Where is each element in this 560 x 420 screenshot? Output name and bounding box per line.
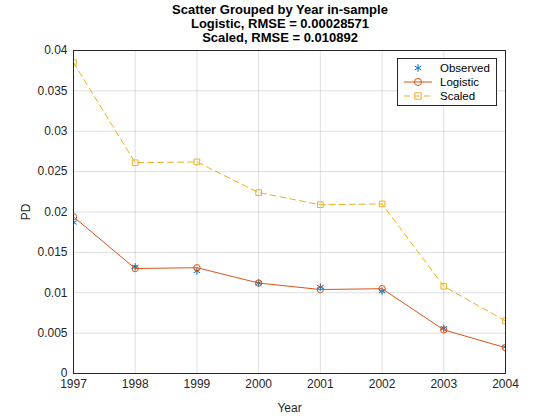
- svg-text:0.03: 0.03: [44, 124, 68, 138]
- svg-text:Year: Year: [277, 401, 301, 415]
- svg-text:2001: 2001: [307, 377, 334, 391]
- svg-text:0.02: 0.02: [44, 205, 68, 219]
- html-text:Scaled: Scaled: [440, 90, 476, 102]
- html-text:Scaled, RMSE = 0.010892: Scaled, RMSE = 0.010892: [202, 30, 358, 45]
- svg-text:1998: 1998: [122, 377, 149, 391]
- svg-text:0.005: 0.005: [37, 326, 67, 340]
- svg-text:2003: 2003: [430, 377, 457, 391]
- svg-text:1999: 1999: [184, 377, 211, 391]
- svg-text:0.035: 0.035: [37, 84, 67, 98]
- svg-text:0.01: 0.01: [44, 286, 68, 300]
- html-text:Scatter Grouped by Year in-sam: Scatter Grouped by Year in-sample: [172, 2, 388, 17]
- svg-text:0.015: 0.015: [37, 245, 67, 259]
- html-text:Logistic: Logistic: [440, 76, 479, 88]
- html-text:Logistic, RMSE = 0.00028571: Logistic, RMSE = 0.00028571: [190, 16, 370, 31]
- svg-text:2004: 2004: [492, 377, 519, 391]
- svg-text:0.025: 0.025: [37, 164, 67, 178]
- svg-text:1997: 1997: [60, 377, 87, 391]
- svg-text:2000: 2000: [245, 377, 272, 391]
- svg-text:0: 0: [60, 366, 68, 381]
- svg-text:0.04: 0.04: [44, 45, 68, 57]
- svg-text:PD: PD: [19, 203, 33, 220]
- html-text:Observed: Observed: [440, 62, 490, 74]
- svg-text:2002: 2002: [369, 377, 396, 391]
